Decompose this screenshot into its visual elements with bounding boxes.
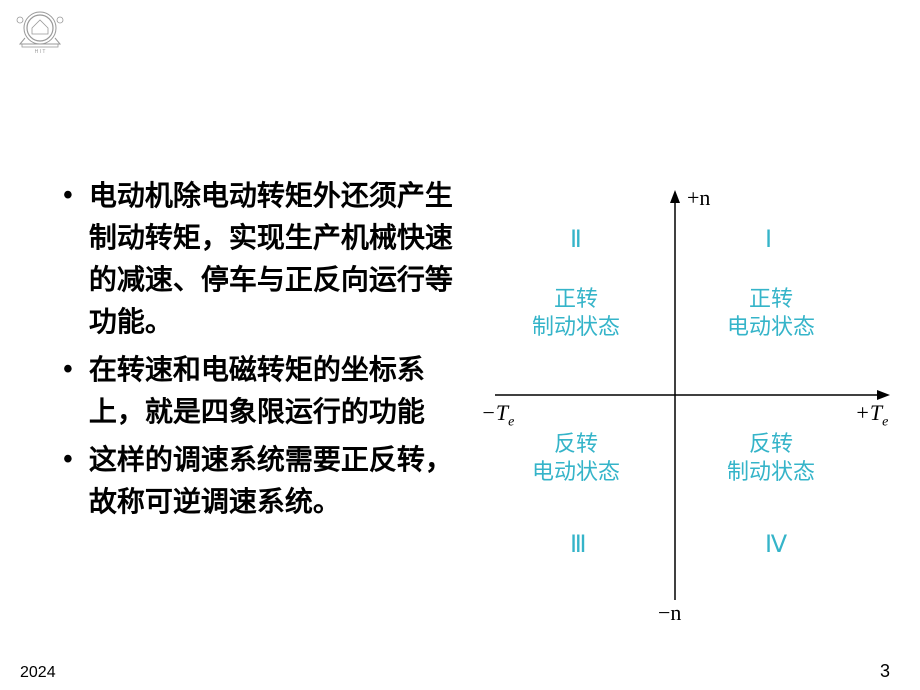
axis-label-bottom: −n	[658, 600, 681, 626]
axis-label-right: +Te	[855, 400, 888, 430]
bullet-text: 电动机除电动转矩外还须产生制动转矩，实现生产机械快速的减速、停车与正反向运行等功…	[89, 175, 465, 343]
list-item: • 在转速和电磁转矩的坐标系上，就是四象限运行的功能	[55, 349, 465, 433]
bullet-text: 这样的调速系统需要正反转，故称可逆调速系统。	[89, 439, 465, 523]
svg-text:H I T: H I T	[35, 49, 46, 54]
quadrant-3-num: Ⅲ	[570, 530, 587, 559]
bullet-marker: •	[63, 439, 73, 481]
quadrant-3-text: 反转电动状态	[532, 430, 620, 486]
quadrant-1-text: 正转电动状态	[727, 285, 815, 341]
axis-label-left: −Te	[481, 400, 514, 430]
footer-date: 2024	[20, 664, 56, 682]
quadrant-2-text: 正转制动状态	[532, 285, 620, 341]
quadrant-4-num: Ⅳ	[765, 530, 787, 559]
bullet-list: • 电动机除电动转矩外还须产生制动转矩，实现生产机械快速的减速、停车与正反向运行…	[55, 175, 465, 529]
quadrant-1-num: Ⅰ	[765, 225, 772, 254]
bullet-text: 在转速和电磁转矩的坐标系上，就是四象限运行的功能	[89, 349, 465, 433]
footer-page-number: 3	[880, 661, 890, 682]
quadrant-4-text: 反转制动状态	[727, 430, 815, 486]
quadrant-2-num: Ⅱ	[570, 225, 582, 254]
bullet-marker: •	[63, 175, 73, 217]
list-item: • 电动机除电动转矩外还须产生制动转矩，实现生产机械快速的减速、停车与正反向运行…	[55, 175, 465, 343]
university-logo-icon: H I T	[12, 8, 68, 54]
four-quadrant-diagram: +n −n −Te +Te Ⅰ 正转电动状态 Ⅱ 正转制动状态 Ⅲ 反转电动状态…	[475, 180, 895, 620]
bullet-marker: •	[63, 349, 73, 391]
axis-label-top: +n	[687, 185, 710, 211]
list-item: • 这样的调速系统需要正反转，故称可逆调速系统。	[55, 439, 465, 523]
